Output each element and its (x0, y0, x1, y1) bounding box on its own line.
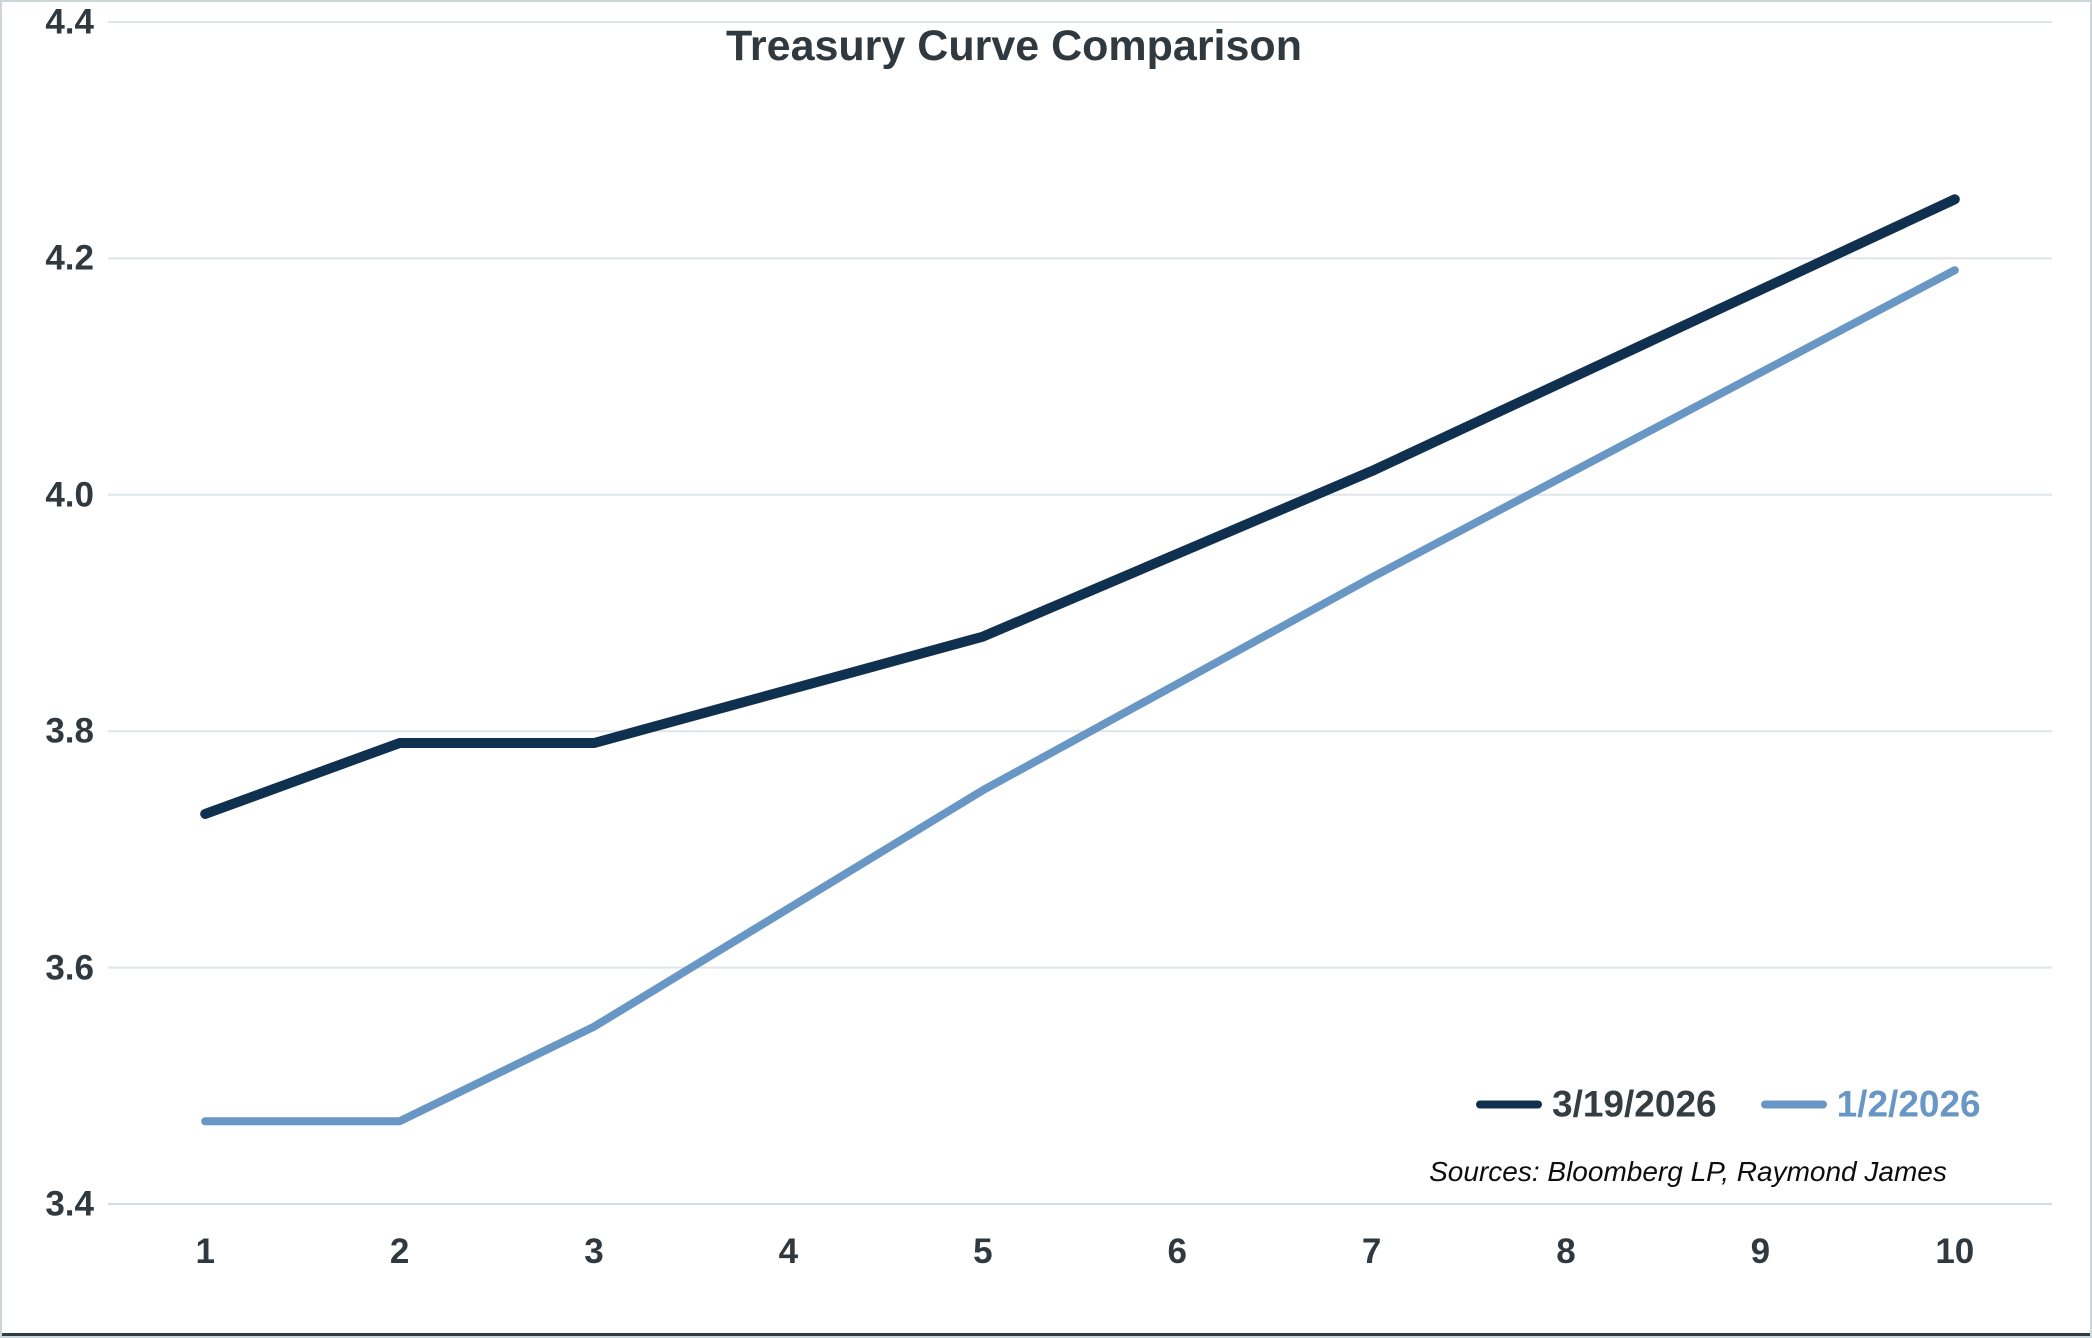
bottom-edge-border (2, 1333, 2090, 1336)
x-axis-label: 5 (973, 1232, 993, 1271)
legend: 3/19/2026 1/2/2026 (1476, 1086, 1981, 1123)
series-lines (200, 194, 1960, 1126)
series2-legend-label: 1/2/2026 (1836, 1083, 1981, 1125)
y-axis-label: 3.6 (45, 948, 94, 988)
x-axis-label: 4 (778, 1232, 799, 1271)
x-axis-label: 6 (1167, 1232, 1187, 1271)
legend-item-series2: 1/2/2026 (1760, 1083, 1981, 1125)
y-axis-label: 3.4 (45, 1184, 94, 1224)
x-axis-label: 7 (1361, 1232, 1382, 1271)
x-axis-label: 8 (1556, 1232, 1576, 1271)
series2-line-swatch (1760, 1100, 1827, 1108)
x-axis-label: 10 (1935, 1232, 1975, 1271)
x-axis-label: 1 (195, 1232, 215, 1271)
legend-item-series1: 3/19/2026 (1476, 1086, 1717, 1123)
series1-legend-label: 3/19/2026 (1552, 1083, 1717, 1125)
series-line-1/2/2026 (201, 266, 1959, 1126)
y-axis-label: 4.2 (45, 238, 94, 278)
x-axis-label: 9 (1750, 1232, 1771, 1271)
y-axis-label: 4.4 (45, 2, 94, 42)
x-axis-label: 2 (389, 1232, 410, 1271)
series1-line-swatch (1476, 1100, 1542, 1108)
chart-title: Treasury Curve Comparison (726, 22, 1302, 70)
x-axis-label: 3 (584, 1232, 604, 1271)
sources-note: Sources: Bloomberg LP, Raymond James (1429, 1156, 1947, 1187)
gridlines (108, 21, 2052, 1205)
series-line-3/19/2026 (200, 194, 1960, 819)
y-axis-label: 3.8 (45, 711, 94, 751)
y-axis-label: 4.0 (45, 475, 94, 515)
